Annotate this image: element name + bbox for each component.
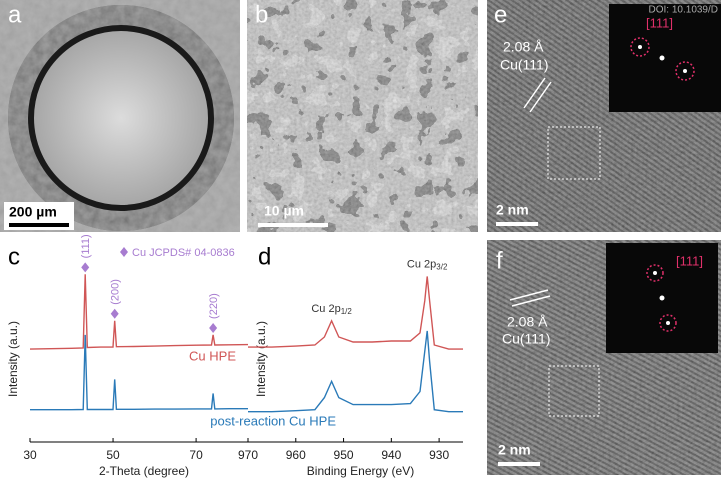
plane-label: Cu(111): [500, 57, 549, 73]
series-line: [30, 334, 248, 411]
scale-text: 2 nm: [496, 202, 529, 218]
y-axis-label: Intensity (a.u.): [6, 321, 20, 397]
series-line: [29, 274, 249, 350]
fft-spot: [638, 45, 642, 49]
peak-label: (111): [80, 234, 92, 258]
fringe-marker: [511, 295, 551, 307]
panel-b: b 10 µm: [247, 0, 478, 232]
x-tick-label: 940: [381, 448, 401, 462]
peak-label: Cu 2p3/2: [407, 258, 448, 271]
fft-inset: [609, 4, 721, 112]
series-label: Cu HPE: [189, 348, 236, 363]
scale-text: 200 µm: [9, 204, 57, 220]
ring-inner: [28, 25, 214, 211]
scale-bar: [496, 222, 538, 226]
grain: [247, 0, 478, 232]
x-tick-label: 950: [334, 448, 354, 462]
chart-d: d 970 960 950 940 930 Binding Energy (eV) Inten…: [238, 243, 463, 478]
x-tick-label: 970: [238, 448, 258, 462]
legend-text: Cu JCPDS# 04-0836: [132, 247, 235, 259]
series-line: [248, 276, 463, 350]
peak-label-main: Cu 2p: [407, 258, 436, 270]
spacing-label: 2.08 Å: [503, 39, 544, 55]
fft-label: [111]: [676, 253, 703, 268]
series-label: post-reaction Cu HPE: [210, 413, 336, 428]
legend-marker: [120, 247, 128, 257]
fft-spot: [659, 295, 665, 301]
chart-c: c 30 50 702-Theta (degree) Intensity (a.u.) C…: [6, 234, 336, 478]
fft-spot: [659, 55, 665, 61]
series-line: [248, 330, 463, 413]
panel-a: a 200 µm: [0, 0, 240, 232]
peak-label: Cu 2p1/2: [311, 303, 352, 316]
fft-region: [547, 126, 601, 180]
fft-label: [111]: [646, 15, 673, 30]
fringe-marker: [523, 77, 546, 109]
peak-label-main: Cu 2p: [311, 303, 340, 315]
fft-circle: [630, 37, 650, 57]
x-tick-label: 960: [286, 448, 306, 462]
peak-marker: [81, 262, 90, 273]
x-axis-label: Binding Energy (eV): [307, 464, 414, 478]
panel-label: b: [255, 1, 268, 28]
x-tick-label: 30: [23, 448, 37, 462]
x-tick-label: 50: [106, 448, 120, 462]
fft-circle: [675, 61, 695, 81]
x-axis-label: 2-Theta (degree): [99, 464, 189, 478]
x-tick-label: 930: [429, 448, 449, 462]
fft-spot: [666, 321, 670, 325]
x-tick-label: 70: [189, 448, 203, 462]
panel-e: e 2.08 Å Cu(111) [111] DOI: 10.1039/D 2 …: [487, 0, 721, 232]
charts: c 30 50 702-Theta (degree) Intensity (a.u.) C…: [6, 234, 463, 478]
panel-label: f: [496, 247, 503, 274]
scale-text: 10 µm: [264, 203, 304, 219]
scale-bar: [498, 462, 540, 466]
y-axis-label: Intensity (a.u.): [254, 321, 268, 397]
plane-label: Cu(111): [502, 331, 551, 347]
panel-label: d: [258, 243, 271, 270]
peak-marker: [209, 322, 218, 333]
panel-label: a: [8, 1, 22, 28]
scale-bar: [258, 223, 328, 227]
fft-region: [548, 365, 600, 417]
scale-text: 2 nm: [498, 442, 531, 458]
panel-label: e: [494, 1, 507, 28]
scale-bar: [9, 223, 69, 227]
fft-spot: [653, 271, 657, 275]
panel-label: c: [8, 243, 20, 270]
peak-label: (200): [110, 279, 122, 305]
fft-spot: [683, 69, 687, 73]
peak-label: (220): [208, 293, 220, 319]
peak-marker: [110, 308, 119, 319]
peak-label-sub: 1/2: [341, 307, 353, 316]
fft-circle: [659, 314, 677, 332]
peak-label-sub: 3/2: [436, 262, 448, 271]
fringe-marker: [509, 289, 549, 301]
panel-f: f 2.08 Å Cu(111) [111] 2 nm: [487, 240, 721, 475]
fringe-marker: [529, 81, 552, 113]
doi: DOI: 10.1039/D: [649, 5, 718, 16]
spacing-label: 2.08 Å: [507, 314, 548, 330]
fft-circle: [646, 264, 664, 282]
